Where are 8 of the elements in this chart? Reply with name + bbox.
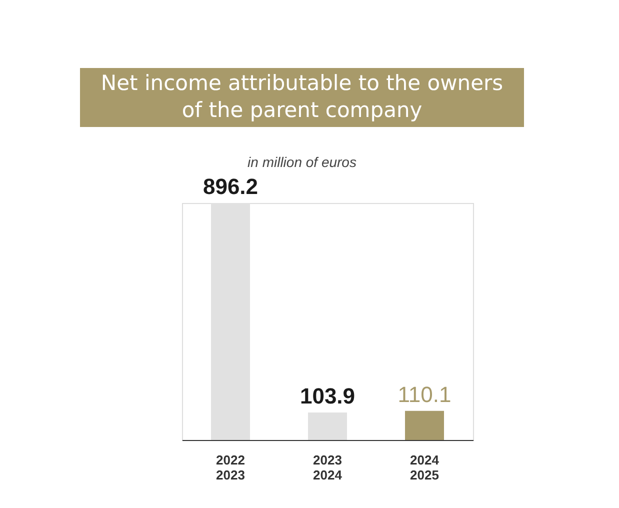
chart-title: Net income attributable to the owners of the parent company [100, 71, 504, 122]
data-label: 103.9 [300, 384, 356, 409]
data-label: 110.1 [398, 382, 452, 407]
x-tick-label: 2023 2024 [313, 452, 343, 482]
x-tick-label: 2022 2023 [216, 452, 245, 482]
chart-subtitle: in million of euros [248, 154, 356, 170]
x-tick-label: 2024 2025 [410, 452, 440, 482]
data-label: 896.2 [202, 174, 258, 199]
